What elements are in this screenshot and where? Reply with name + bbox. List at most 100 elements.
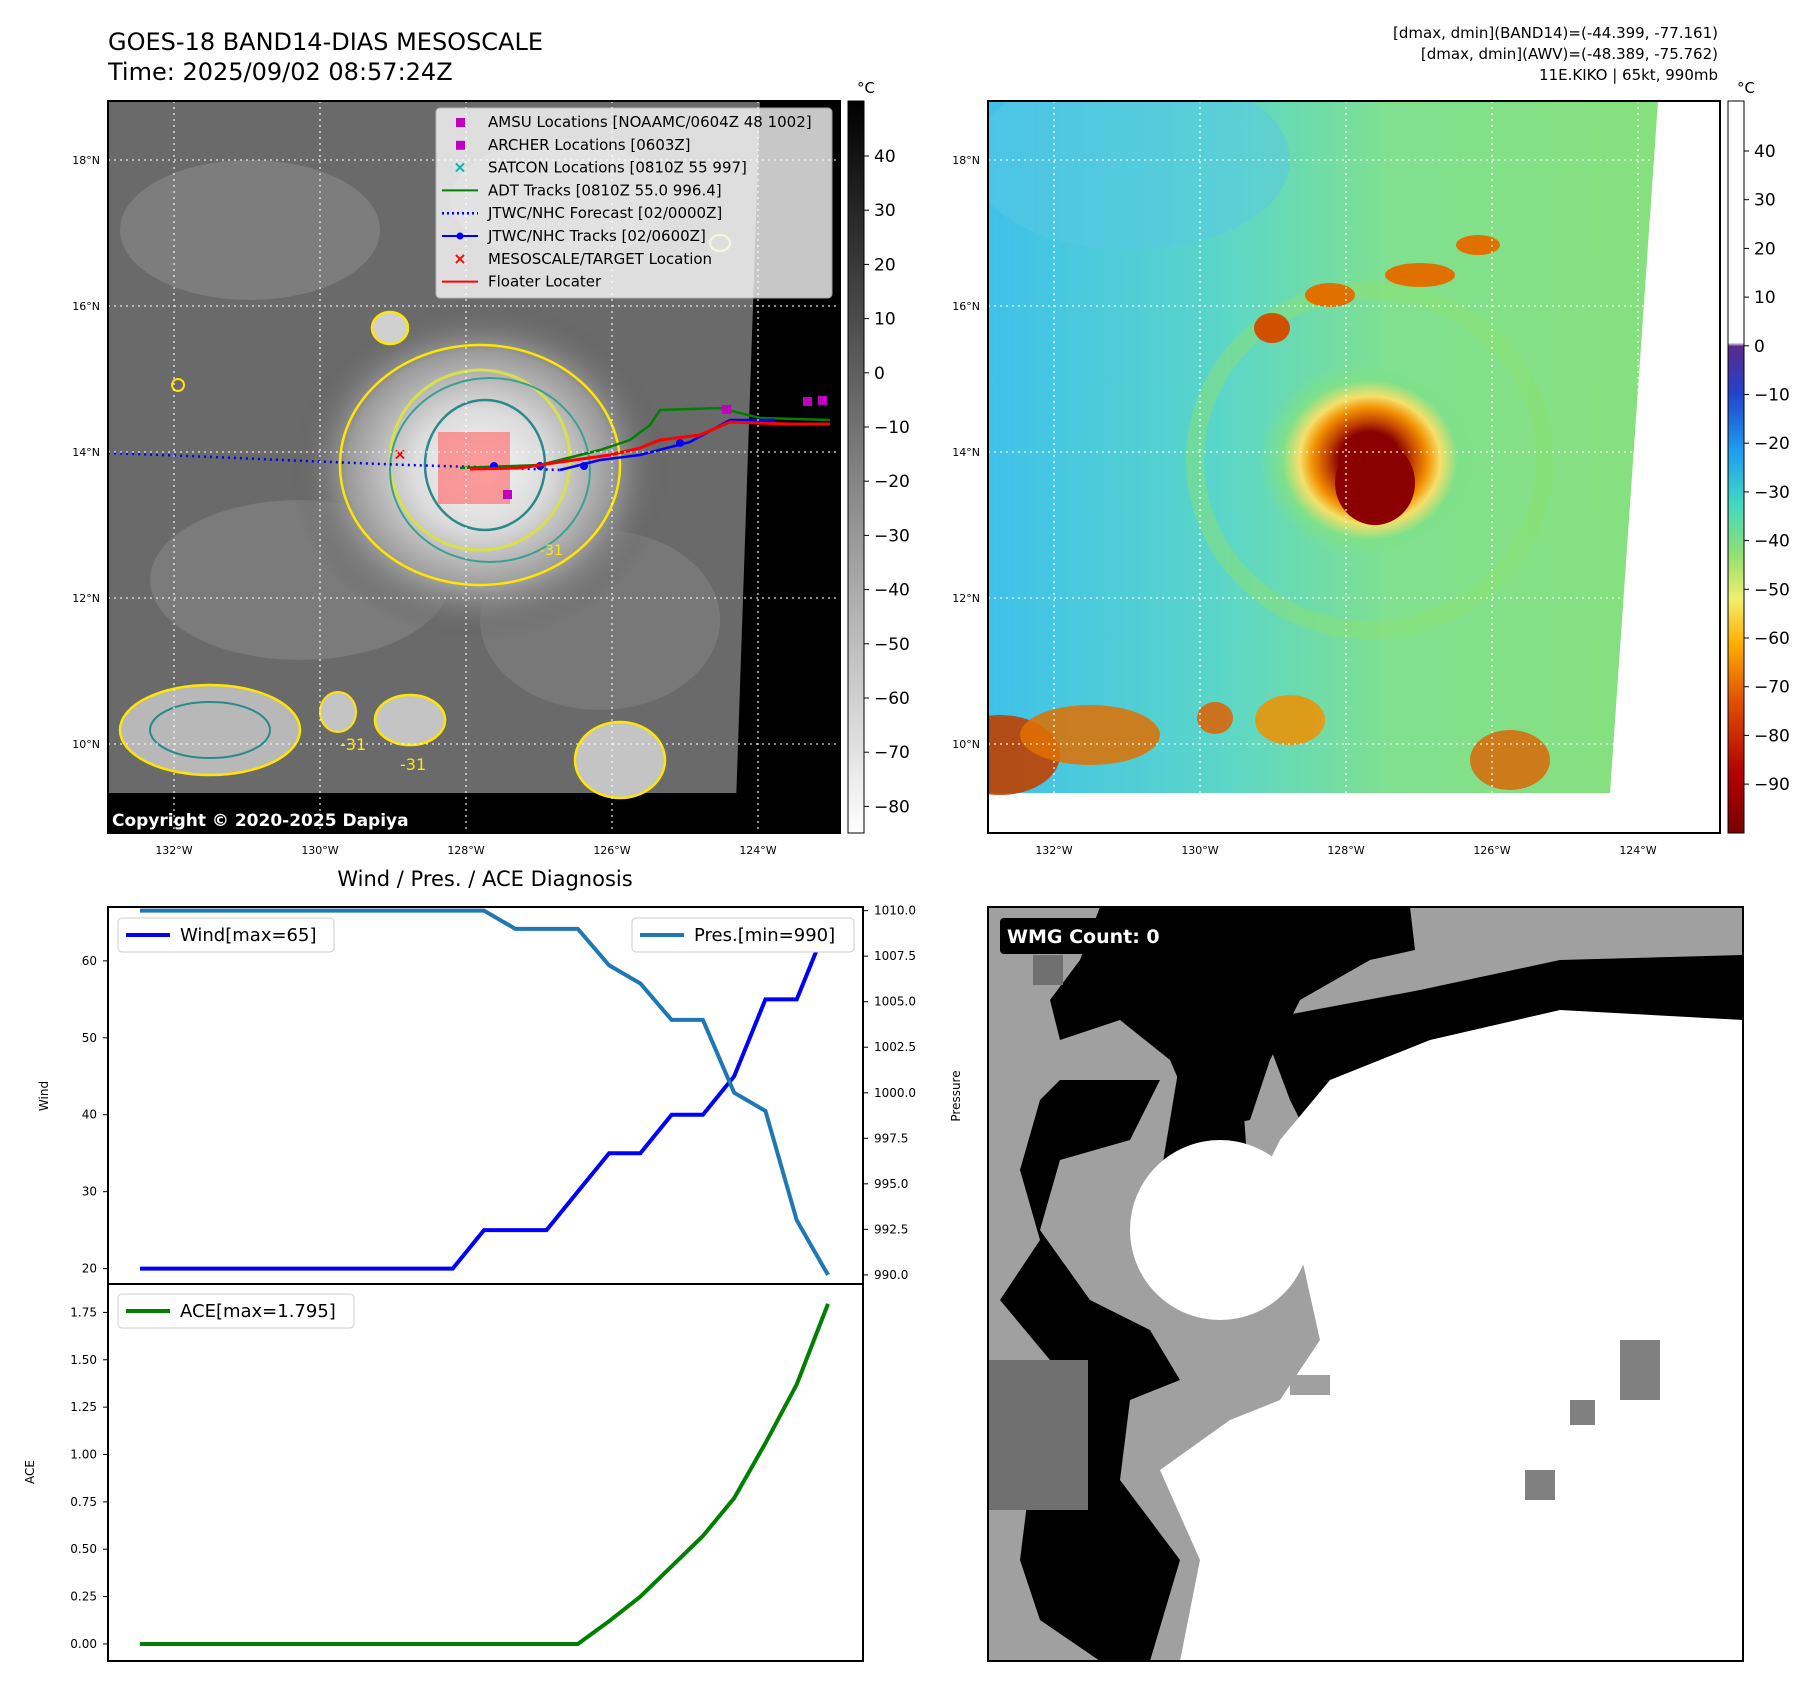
colorbar-tick-label: 30 <box>874 201 896 221</box>
svg-text:126°W: 126°W <box>593 844 630 857</box>
figure-time: Time: 2025/09/02 08:57:24Z <box>107 58 453 86</box>
colorbar-tick-label: 30 <box>1754 191 1776 211</box>
colorbar-tick-label: 40 <box>874 147 896 167</box>
svg-text:Wind[max=65]: Wind[max=65] <box>180 925 317 946</box>
svg-text:18°N: 18°N <box>72 154 100 167</box>
ir-legend: AMSU Locations [NOAAMC/0604Z 48 1002] ARC… <box>435 107 833 299</box>
colorbar-tick-label: −50 <box>1754 580 1790 600</box>
svg-text:°C: °C <box>857 79 875 97</box>
pressure-tick-label: 1002.5 <box>874 1040 916 1054</box>
pressure-tick-label: 997.5 <box>874 1131 908 1145</box>
svg-text:124°W: 124°W <box>1619 844 1656 857</box>
ir-colorbar: °C 40 30 20 10 0 −10 −20 −30 −40 −50 −60 −70 −80 <box>847 79 910 834</box>
legend-entry: × SATCON Locations [0810Z 55 997] <box>453 158 747 177</box>
colorbar-tick-label: −30 <box>874 526 910 546</box>
svg-text:14°N: 14°N <box>952 446 980 459</box>
wmg-panel: WMG Count: 0 <box>987 906 1744 1662</box>
legend-label: Floater Locater <box>488 273 602 291</box>
storm-info: 11E.KIKO | 65kt, 990mb <box>1539 66 1718 84</box>
svg-text:ACE[max=1.795]: ACE[max=1.795] <box>180 1301 336 1322</box>
colorbar-tick-label: −80 <box>874 797 910 817</box>
ace-axis-label: ACE <box>23 1460 37 1484</box>
legend-marker <box>456 140 465 150</box>
awv-panel: 18°N 16°N 14°N 12°N 10°N 132°W 130°W 128… <box>952 79 1790 857</box>
wmg-white-region <box>1160 1010 1743 1661</box>
stats-awv: [dmax, dmin](AWV)=(-48.389, -75.762) <box>1421 45 1718 63</box>
wind-legend: Wind[max=65] <box>117 917 335 953</box>
ace-tick-label: 1.00 <box>70 1448 97 1462</box>
colorbar-tick-label: −50 <box>874 635 910 655</box>
svg-text:126°W: 126°W <box>1473 844 1510 857</box>
forecast-track <box>108 451 561 472</box>
floater-track <box>469 420 830 471</box>
legend-entry: AMSU Locations [NOAAMC/0604Z 48 1002] <box>456 113 812 131</box>
ace-tick-label: 0.75 <box>70 1495 97 1509</box>
legend-entry: × MESOSCALE/TARGET Location <box>453 249 712 268</box>
colorbar-tick-label: −40 <box>1754 532 1790 552</box>
pressure-tick-label: 1005.0 <box>874 995 916 1009</box>
wind-tick-label: 60 <box>82 954 97 968</box>
wmg-eye <box>1130 1140 1310 1320</box>
colorbar-tick-label: 10 <box>874 310 896 330</box>
pressure-tick-label: 990.0 <box>874 1268 908 1282</box>
awv-axis-labels: 18°N 16°N 14°N 12°N 10°N 132°W 130°W 128… <box>952 154 1657 857</box>
wmg-count-box <box>1000 918 1180 954</box>
svg-text:10°N: 10°N <box>72 738 100 751</box>
awv-gridlines <box>988 101 1720 833</box>
wind-tick-label: 30 <box>82 1185 97 1199</box>
legend-label: MESOSCALE/TARGET Location <box>488 250 712 268</box>
legend-entry: JTWC/NHC Tracks [02/0600Z] <box>442 227 706 245</box>
svg-text:128°W: 128°W <box>1327 844 1364 857</box>
pressure-legend: Pres.[min=990] <box>631 917 855 953</box>
wind-tick-label: 40 <box>82 1108 97 1122</box>
legend-label: AMSU Locations [NOAAMC/0604Z 48 1002] <box>488 113 812 131</box>
best-track <box>559 418 775 472</box>
colorbar-tick-label: −20 <box>1754 434 1790 454</box>
svg-text:18°N: 18°N <box>952 154 980 167</box>
svg-text:10°N: 10°N <box>952 738 980 751</box>
wind-pres-chart: Wind / Pres. / ACE Diagnosis 2030405060 … <box>37 867 963 1285</box>
colorbar-tick-label: −10 <box>1754 386 1790 406</box>
legend-label: SATCON Locations [0810Z 55 997] <box>488 159 747 177</box>
pressure-tick-label: 1000.0 <box>874 1086 916 1100</box>
svg-text:12°N: 12°N <box>952 592 980 605</box>
ace-tick-label: 1.25 <box>70 1400 97 1414</box>
colorbar-tick-label: 10 <box>1754 288 1776 308</box>
legend-entry: JTWC/NHC Forecast [02/0000Z] <box>442 204 722 222</box>
pressure-axis-label: Pressure <box>949 1070 963 1121</box>
ace-chart: 0.00 0.25 0.50 0.75 1.00 1.25 1.50 1.75 ACE ACE… <box>23 1283 864 1662</box>
ace-tick-label: 0.25 <box>70 1590 97 1604</box>
figure-title: GOES-18 BAND14-DIAS MESOSCALE <box>108 28 543 56</box>
colorbar-tick-label: −90 <box>1754 775 1790 795</box>
legend-entry: Floater Locater <box>442 273 602 291</box>
legend-label: JTWC/NHC Tracks [02/0600Z] <box>487 227 706 245</box>
copyright: Copyright © 2020-2025 Dapiya <box>112 811 409 831</box>
stats-band14: [dmax, dmin](BAND14)=(-44.399, -77.161) <box>1393 24 1718 42</box>
legend-label: ADT Tracks [0810Z 55.0 996.4] <box>488 181 722 199</box>
wmg-dark-ring <box>1000 1080 1180 1661</box>
colorbar-tick-label: −40 <box>874 581 910 601</box>
ace-tick-label: 0.00 <box>70 1637 97 1651</box>
svg-text:130°W: 130°W <box>1181 844 1218 857</box>
colorbar-tick-label: 0 <box>874 364 885 384</box>
colorbar-tick-label: −10 <box>874 418 910 438</box>
contour-label: -31 <box>340 735 366 754</box>
svg-text:124°W: 124°W <box>739 844 776 857</box>
ir-nodata-bottom <box>108 793 840 833</box>
wind-tick-label: 50 <box>82 1031 97 1045</box>
legend-marker <box>456 118 465 127</box>
svg-text:12°N: 12°N <box>72 592 100 605</box>
colorbar-tick-label: 20 <box>874 255 896 275</box>
wmg-count: WMG Count: 0 <box>1007 926 1160 948</box>
legend-entry: ADT Tracks [0810Z 55.0 996.4] <box>442 181 722 199</box>
wind-tick-label: 20 <box>82 1262 97 1276</box>
colorbar-tick-label: −60 <box>1754 629 1790 649</box>
contour-label: -31 <box>540 543 563 559</box>
ace-tick-label: 1.50 <box>70 1353 97 1367</box>
pressure-tick-label: 1010.0 <box>874 904 916 918</box>
pressure-tick-label: 995.0 <box>874 1177 908 1191</box>
svg-text:14°N: 14°N <box>72 446 100 459</box>
colorbar-tick-label: −70 <box>1754 678 1790 698</box>
colorbar-tick-label: −70 <box>874 743 910 763</box>
